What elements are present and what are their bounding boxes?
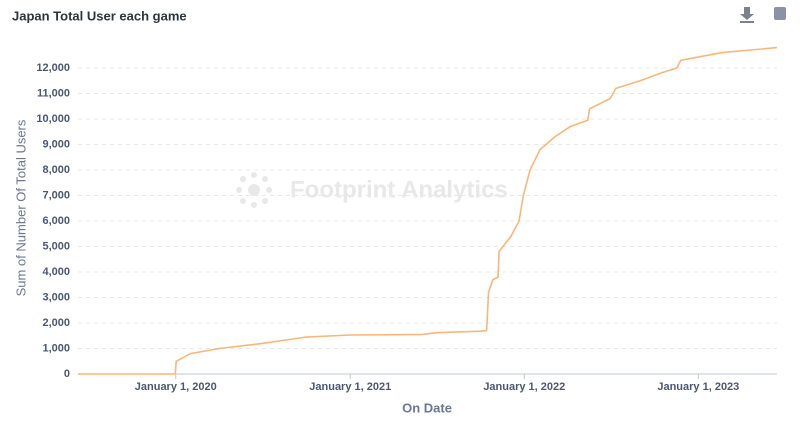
x-tick-label: January 1, 2020 (135, 381, 217, 393)
x-tick-label: January 1, 2021 (309, 381, 391, 393)
download-icon[interactable] (740, 7, 754, 23)
y-tick-label: 11,000 (37, 87, 70, 99)
y-tick-label: 8,000 (42, 164, 70, 176)
y-tick-label: 5,000 (42, 240, 70, 252)
y-tick-label: 10,000 (36, 113, 70, 125)
y-tick-label: 2,000 (42, 317, 70, 329)
x-tick-label: January 1, 2022 (483, 381, 565, 393)
y-tick-label: 0 (64, 368, 70, 380)
y-axis-label: Sum of Number Of Total Users (13, 119, 28, 296)
y-tick-label: 12,000 (36, 62, 70, 74)
y-tick-label: 3,000 (42, 291, 70, 303)
watermark-logo (236, 172, 272, 208)
y-tick-label: 9,000 (42, 138, 70, 150)
chart-title: Japan Total User each game (12, 8, 187, 23)
y-tick-label: 4,000 (42, 266, 70, 278)
share-icon[interactable] (774, 7, 786, 20)
watermark: Footprint Analytics (290, 176, 508, 203)
line (78, 46, 778, 375)
y-tick-label: 1,000 (42, 342, 70, 354)
x-axis-label: On Date (402, 400, 452, 415)
x-tick-label: January 1, 2023 (657, 381, 739, 393)
y-tick-label: 6,000 (42, 215, 70, 227)
y-tick-label: 7,000 (42, 189, 70, 201)
